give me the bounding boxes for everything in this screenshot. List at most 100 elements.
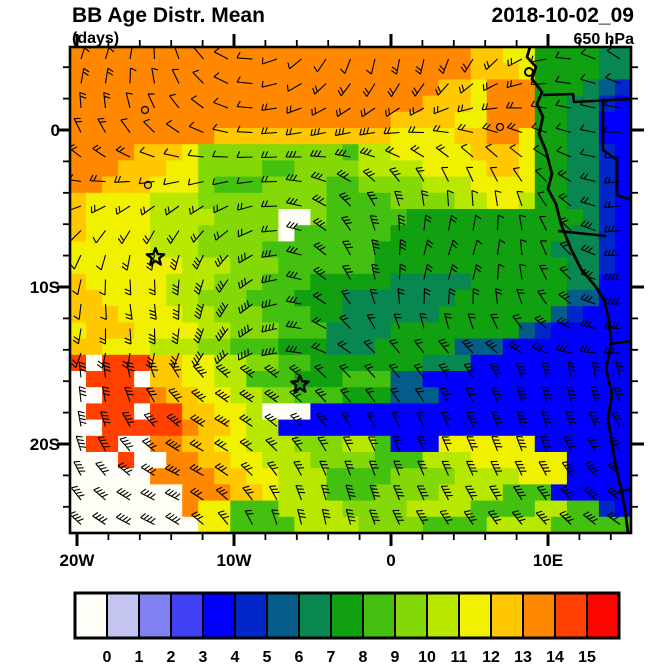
grid-cell: [70, 338, 87, 356]
grid-cell: [102, 111, 119, 129]
grid-cell: [390, 452, 408, 469]
grid-cell: [470, 192, 488, 210]
grid-cell: [470, 63, 488, 80]
colorbar-cell: [170, 592, 204, 639]
grid-cell: [566, 63, 584, 80]
grid-cell: [294, 273, 311, 291]
grid-cell: [166, 322, 183, 340]
grid-cell: [582, 63, 600, 80]
grid-cell: [230, 452, 247, 469]
grid-cell: [182, 241, 199, 259]
grid-cell: [134, 468, 151, 485]
grid-cell: [214, 257, 231, 275]
grid-cell: [134, 290, 151, 307]
grid-cell: [278, 273, 295, 291]
grid-cell: [486, 322, 504, 340]
grid-cell: [86, 79, 103, 97]
grid-cell: [134, 257, 151, 275]
grid-cell: [342, 273, 360, 291]
grid-cell: [182, 63, 199, 80]
grid-cell: [486, 290, 504, 307]
grid-cell: [214, 95, 231, 113]
grid-cell: [70, 354, 87, 372]
grid-cell: [294, 225, 311, 242]
grid-cell: [118, 209, 135, 226]
grid-cell: [230, 419, 247, 437]
grid-cell: [534, 468, 552, 485]
grid-cell: [198, 371, 215, 388]
axis-ticks: [57, 34, 644, 546]
grid-cell: [470, 241, 488, 259]
grid-cell: [198, 111, 215, 129]
grid-cell: [102, 419, 119, 437]
grid-cell: [598, 95, 616, 113]
grid-cell: [550, 257, 568, 275]
grid-cell: [278, 435, 295, 453]
grid-cell: [86, 290, 103, 307]
grid-cell: [214, 419, 231, 437]
grid-cell: [518, 176, 536, 194]
grid-cell: [566, 160, 584, 178]
grid-cell: [214, 111, 231, 129]
grid-cell: [454, 516, 472, 533]
colorbar-cell: [234, 592, 268, 639]
grid-cell: [150, 500, 167, 518]
grid-cell: [182, 95, 199, 113]
grid-cell: [294, 144, 311, 161]
grid-cell: [582, 387, 600, 404]
colorbar-label: 10: [418, 649, 436, 666]
grid-cell: [150, 322, 167, 340]
grid-cell: [470, 306, 488, 323]
colorbar-frame: [73, 591, 621, 640]
grid-cell: [518, 241, 536, 259]
grid-cell: [230, 322, 247, 340]
grid-cell: [150, 403, 167, 421]
grid-cell: [582, 322, 600, 340]
grid-cell: [70, 176, 87, 194]
grid-cell: [598, 516, 616, 533]
grid-cell: [86, 63, 103, 80]
grid-cell: [406, 209, 424, 226]
grid-cell: [294, 403, 311, 421]
grid-cell: [278, 371, 295, 388]
grid-cell: [70, 111, 87, 129]
grid-cell: [310, 225, 327, 242]
grid-cell: [214, 192, 231, 210]
grid-cell: [182, 160, 199, 178]
grid-cell: [598, 452, 616, 469]
grid-cell: [70, 500, 87, 518]
grid-cell: [550, 111, 568, 129]
grid-cell: [534, 47, 552, 64]
grid-cell: [486, 338, 504, 356]
grid-cell: [358, 273, 376, 291]
grid-cell: [454, 160, 472, 178]
colorbar-label: 14: [546, 649, 564, 666]
grid-cell: [518, 500, 536, 518]
grid-cell: [438, 160, 456, 178]
grid-cell: [438, 47, 456, 64]
grid-cell: [134, 79, 151, 97]
grid-cell: [598, 468, 616, 485]
grid-cell: [118, 128, 135, 145]
grid-cell: [134, 128, 151, 145]
grid-cell: [246, 403, 263, 421]
grid-cell: [422, 306, 440, 323]
grid-cell: [326, 371, 344, 388]
grid-cell: [198, 160, 215, 178]
grid-cell: [118, 192, 135, 210]
calm-circle-icon: [143, 180, 153, 190]
grid-cell: [150, 111, 167, 129]
grid-cell: [566, 111, 584, 129]
grid-cell: [230, 160, 247, 178]
grid-cell: [246, 435, 263, 453]
grid-cell: [342, 452, 360, 469]
grid-cell: [422, 111, 440, 129]
grid-cell: [70, 95, 87, 113]
grid-cell: [486, 160, 504, 178]
plot-title: BB Age Distr. Mean: [72, 4, 265, 27]
grid-cell: [342, 209, 360, 226]
calm-circle-icon: [495, 122, 505, 132]
grid-cell: [182, 128, 199, 145]
grid-cell: [166, 273, 183, 291]
